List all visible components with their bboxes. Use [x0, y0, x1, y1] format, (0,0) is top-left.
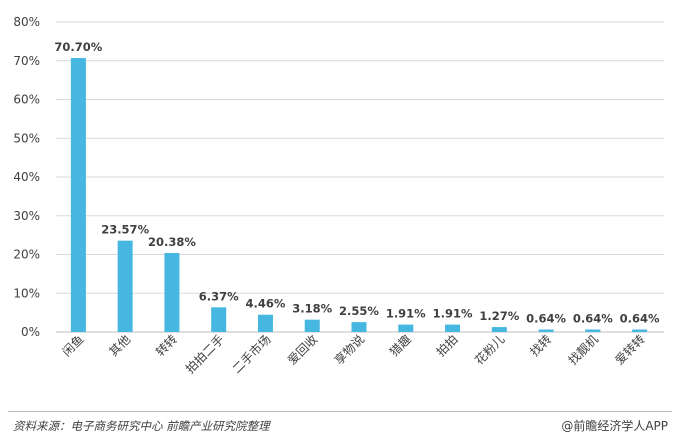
- data-label: 0.64%: [573, 312, 613, 326]
- bar: [257, 314, 273, 332]
- data-label: 70.70%: [54, 40, 102, 54]
- y-tick-label: 50%: [13, 131, 40, 145]
- bar: [538, 329, 554, 332]
- x-tick-label: 找转: [527, 332, 555, 360]
- x-tick-label: 猎趣: [386, 332, 414, 360]
- bars: [70, 58, 648, 332]
- y-tick-label: 70%: [13, 54, 40, 68]
- bar: [117, 240, 133, 332]
- bar: [632, 329, 648, 332]
- y-tick-label: 30%: [13, 209, 40, 223]
- x-tick-label: 找靓机: [566, 332, 601, 367]
- x-tick-label: 拍拍二手: [182, 332, 227, 377]
- x-tick-label: 花粉儿: [471, 332, 507, 368]
- x-tick-label: 拍拍: [433, 332, 461, 360]
- data-label: 6.37%: [199, 289, 239, 303]
- x-tick-label: 闲鱼: [60, 332, 87, 359]
- x-axis-ticks: 闲鱼 其他 转转 拍拍二手 二手市场 爱回收 享物说 猎趣 拍拍 花粉儿 找转 找靓机 爱转转: [60, 332, 648, 377]
- data-label: 23.57%: [101, 223, 149, 237]
- y-tick-label: 60%: [13, 93, 40, 107]
- data-label: 1.91%: [433, 307, 473, 321]
- bar: [491, 327, 507, 332]
- data-label: 20.38%: [148, 235, 196, 249]
- x-tick-label: 爱转转: [612, 332, 648, 368]
- data-label: 0.64%: [620, 312, 660, 326]
- y-tick-label: 40%: [13, 170, 40, 184]
- data-label: 4.46%: [246, 297, 286, 311]
- x-tick-label: 享物说: [331, 332, 367, 368]
- bar: [211, 307, 227, 332]
- y-tick-label: 0%: [21, 325, 40, 339]
- brand-credit: @前瞻经济学人APP: [561, 419, 668, 433]
- data-label: 0.64%: [526, 312, 566, 326]
- bar: [70, 58, 86, 332]
- y-tick-label: 10%: [13, 286, 40, 300]
- data-label: 2.55%: [339, 304, 379, 318]
- bar: [351, 322, 367, 332]
- bar: [398, 324, 414, 332]
- source-note: 资料来源：电子商务研究中心 前瞻产业研究院整理: [13, 419, 270, 433]
- x-tick-label: 爱回收: [285, 332, 320, 367]
- y-tick-label: 80%: [13, 15, 40, 29]
- bar: [304, 319, 320, 332]
- data-label: 3.18%: [292, 302, 332, 316]
- x-tick-label: 转转: [152, 332, 180, 360]
- y-axis-ticks: 0% 10% 20% 30% 40% 50% 60% 70% 80%: [13, 15, 40, 339]
- y-tick-label: 20%: [13, 248, 40, 262]
- bar: [585, 329, 601, 332]
- bar: [445, 324, 461, 332]
- bar: [164, 253, 180, 332]
- data-label: 1.27%: [479, 309, 519, 323]
- footer-divider: [8, 411, 672, 412]
- gridlines: [56, 21, 664, 333]
- data-label: 1.91%: [386, 307, 426, 321]
- x-tick-label: 二手市场: [229, 332, 274, 377]
- x-tick-label: 其他: [106, 332, 133, 359]
- data-labels: 70.70% 23.57%20.38% 6.37% 4.46% 3.18% 2.55% 1.…: [54, 40, 660, 325]
